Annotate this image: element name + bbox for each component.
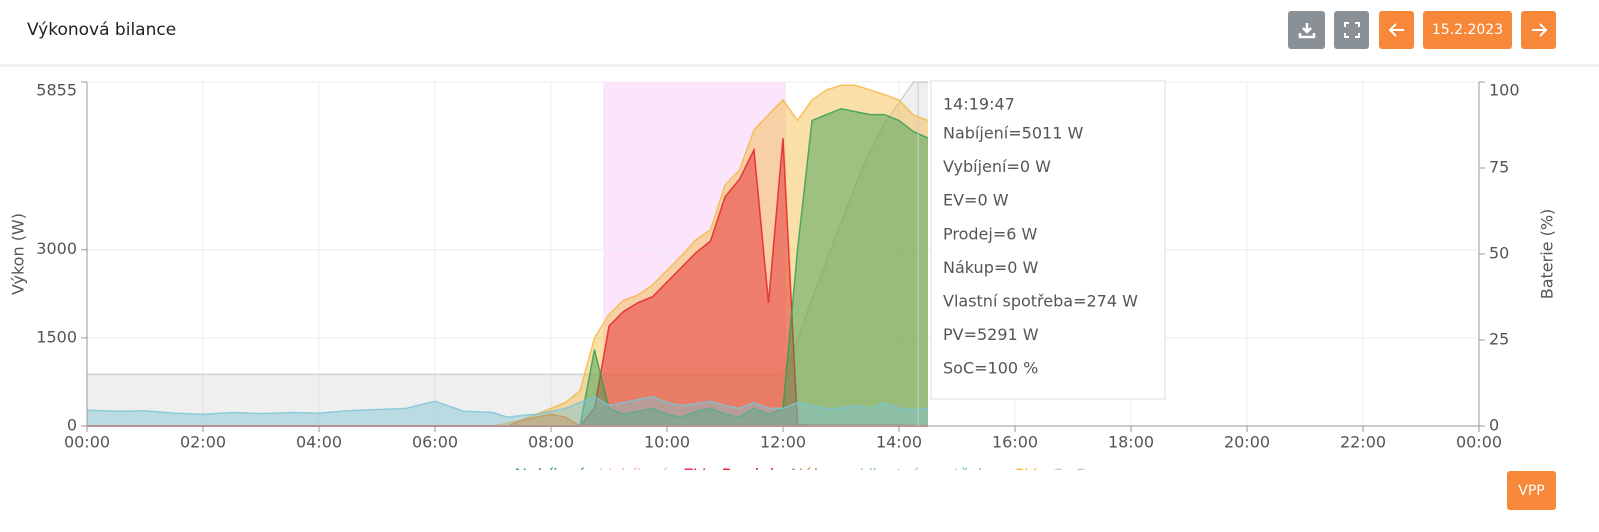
tooltip-line: SoC=100 % <box>943 359 1038 378</box>
area-fill <box>87 108 928 427</box>
x-tick-label: 20:00 <box>1224 433 1270 452</box>
y2-tick-label: 75 <box>1489 158 1509 177</box>
y-axis-title: Výkon (W) <box>9 213 28 295</box>
tooltip-line: Vlastní spotřeba=274 W <box>943 292 1138 311</box>
tooltip-line: Nákup=0 W <box>943 258 1039 277</box>
highlight-band <box>603 82 786 426</box>
x-tick-label: 16:00 <box>992 433 1038 452</box>
header-title: Výkonová bilance <box>27 20 177 40</box>
x-tick-label: 02:00 <box>180 433 226 452</box>
tooltip-box <box>930 80 1166 400</box>
x-tick-label: 22:00 <box>1340 433 1386 452</box>
fullscreen-button[interactable] <box>1334 11 1369 49</box>
legend-item: Vybíjení <box>600 466 669 470</box>
x-tick-label: 04:00 <box>296 433 342 452</box>
tooltip-line: Vybíjení=0 W <box>943 157 1051 176</box>
next-button[interactable] <box>1521 11 1556 49</box>
tooltip-line: Nabíjení=5011 W <box>943 124 1083 143</box>
legend-item: Nákup <box>790 466 844 470</box>
legend-item: Nabíjení <box>514 466 585 470</box>
legend-item: SoC <box>1053 466 1086 470</box>
area-fill <box>87 85 928 427</box>
y2-tick-label: 50 <box>1489 244 1509 263</box>
area-line <box>87 413 928 427</box>
x-tick-label: 00:00 <box>1456 433 1502 452</box>
x-tick-label: 12:00 <box>760 433 806 452</box>
tooltip-line: EV=0 W <box>943 191 1009 210</box>
legend-item: Prodej <box>722 466 775 470</box>
vpp-button[interactable]: VPP <box>1507 471 1556 510</box>
y-tick-label: 0 <box>67 416 77 435</box>
x-tick-label: 18:00 <box>1108 433 1154 452</box>
y-tick-label: 5855 <box>36 81 77 100</box>
x-tick-label: 10:00 <box>644 433 690 452</box>
area-fill <box>87 82 928 426</box>
area-fill <box>87 138 928 426</box>
chart: 00:00 02:00 04:00 06:00 08:00 10:00 12:00 14:00… <box>9 80 1557 470</box>
header: Výkonová bilance 15.2.2023 <box>0 0 1599 67</box>
y-tick-label: 3000 <box>36 239 77 258</box>
tooltip-line: Prodej=6 W <box>943 224 1038 243</box>
prev-button[interactable] <box>1379 11 1414 49</box>
download-button[interactable] <box>1288 11 1325 49</box>
date-button[interactable]: 15.2.2023 <box>1423 11 1512 49</box>
area-line <box>87 84 929 427</box>
legend-item: EV <box>683 466 706 470</box>
tooltip-title: 14:19:47 <box>943 95 1015 114</box>
x-tick-label: 14:00 <box>876 433 922 452</box>
tooltip-line: PV=5291 W <box>943 325 1039 344</box>
area-line <box>86 395 929 418</box>
area-fill <box>87 396 928 426</box>
y2-tick-label: 25 <box>1489 330 1509 349</box>
x-tick-label: 08:00 <box>528 433 574 452</box>
area-line <box>87 107 929 427</box>
x-tick-label: 06:00 <box>412 433 458 452</box>
area-line <box>87 138 928 427</box>
y2-axis-title: Baterie (%) <box>1538 209 1557 300</box>
y2-tick-label: 0 <box>1489 416 1499 435</box>
y-tick-label: 1500 <box>36 327 77 346</box>
x-tick-label: 00:00 <box>64 433 110 452</box>
y2-tick-label: 100 <box>1489 81 1520 100</box>
legend-item: Vlastní spotřeba <box>860 466 998 470</box>
area-fill <box>87 414 928 426</box>
legend: Nabíjení Vybíjení EV Prodej Nákup Vlastní spo… <box>514 466 1085 470</box>
legend-item: PV <box>1015 466 1037 470</box>
area-line <box>87 81 928 376</box>
